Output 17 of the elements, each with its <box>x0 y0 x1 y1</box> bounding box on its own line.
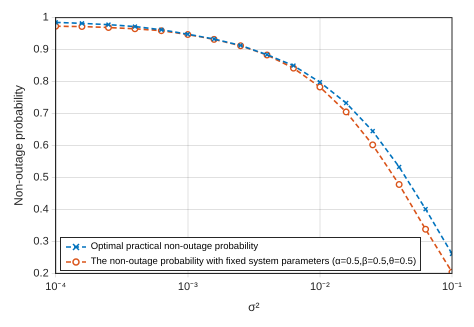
y-tick-label: 0.2 <box>33 267 49 280</box>
y-tick-label: 0.7 <box>33 108 49 120</box>
y-tick-label: 0.5 <box>33 172 49 184</box>
legend-label: Optimal practical non-outage probability <box>90 241 258 252</box>
y-tick-label: 0.3 <box>33 235 49 248</box>
y-axis-title: Non-outage probability <box>12 85 26 206</box>
legend-label: The non-outage probability with fixed system parameters (α=0.5,β=0.5,θ=0.5) <box>90 256 416 268</box>
y-tick-label: 1 <box>42 12 49 24</box>
y-tick-label: 0.6 <box>33 140 49 152</box>
y-tick-label: 0.8 <box>33 76 49 88</box>
x-tick-label: 10⁻⁴ <box>45 281 66 294</box>
x-axis-title: σ² <box>248 300 260 314</box>
y-tick-label: 0.9 <box>33 44 49 56</box>
x-tick-label: 10⁻¹ <box>442 281 462 294</box>
x-tick-label: 10⁻³ <box>178 281 198 294</box>
y-tick-label: 0.4 <box>33 203 49 216</box>
x-tick-label: 10⁻² <box>310 281 330 294</box>
